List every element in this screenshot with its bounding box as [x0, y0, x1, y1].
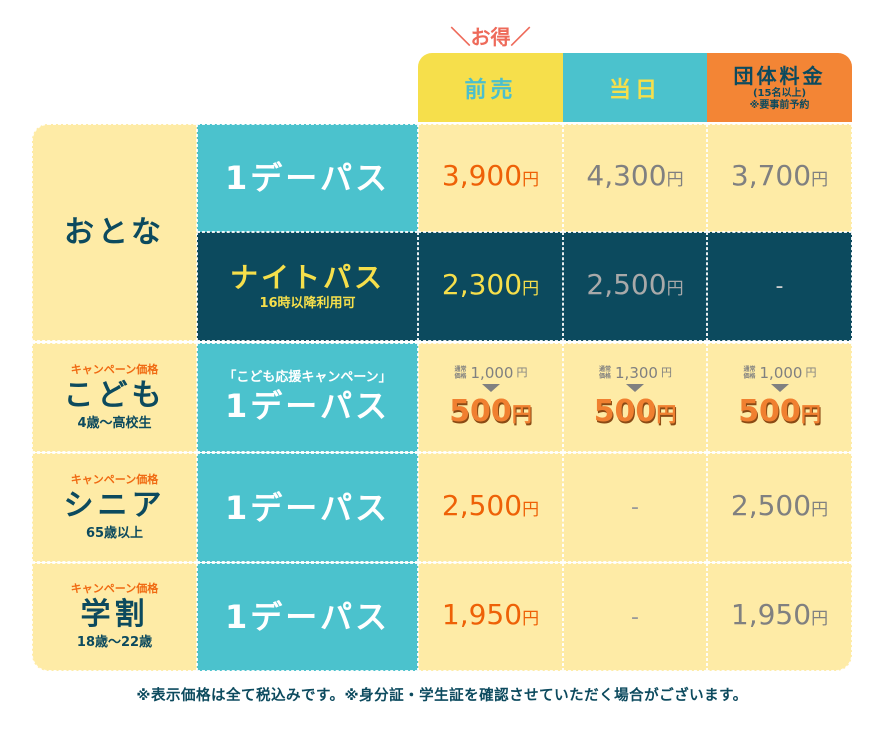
pass-label: 1デーパス [225, 159, 390, 197]
price-kids-sameday: 通常価格 1,300 円 500円 [563, 343, 707, 452]
category-senior-label: シニア [63, 487, 166, 523]
price-adult-night-group: - [707, 232, 852, 341]
pass-adult-night: ナイトパス 16時以降利用可 [197, 232, 418, 341]
campaign-price: 500 [449, 394, 512, 429]
footnote: ※表示価格は全て税込みです。※身分証・学生証を確認させていただく場合がございます… [136, 688, 748, 704]
price-value: 2,500 [441, 488, 523, 522]
header-presale-label: 前売 [464, 77, 517, 103]
regular-price-label: 通常価格 [599, 366, 612, 380]
category-student: キャンペーン価格 学割 18歳～22歳 [32, 563, 197, 671]
price-student-group: 1,950円 [707, 563, 852, 671]
price-value: 2,500 [586, 267, 667, 301]
price-value: 1,950 [730, 598, 812, 631]
night-pass-label: ナイトパス [229, 260, 385, 294]
campaign-label: キャンペーン価格 [70, 472, 159, 486]
campaign-price: 500 [593, 394, 657, 429]
category-kids: キャンペーン価格 こども 4歳～高校生 [32, 343, 197, 452]
regular-price-label: 通常価格 [743, 366, 756, 380]
price-value: - [631, 604, 639, 630]
pass-label: 1デーパス [225, 488, 390, 527]
price-kids-group: 通常価格 1,000 円 500円 [707, 343, 852, 452]
price-adult-day-presale: 3,900円 [418, 124, 563, 232]
price-adult-night-sameday: 2,500円 [563, 232, 707, 341]
regular-price: 1,000 [759, 364, 803, 382]
category-adult: おとな [32, 124, 197, 341]
price-value: 2,500 [730, 488, 812, 522]
pass-senior-day: 1デーパス [197, 453, 418, 562]
down-arrow-icon [481, 384, 500, 392]
pass-student-day: 1デーパス [197, 563, 418, 671]
price-student-presale: 1,950円 [418, 563, 563, 671]
campaign-label: キャンペーン価格 [70, 362, 159, 376]
kids-campaign-name: 「こども応援キャンペーン」 [223, 369, 392, 385]
category-student-age: 18歳～22歳 [76, 635, 153, 650]
category-adult-label: おとな [63, 214, 166, 250]
night-pass-note: 16時以降利用可 [259, 295, 356, 311]
price-senior-sameday: - [563, 453, 707, 562]
price-student-sameday: - [563, 563, 707, 671]
pass-label: 1デーパス [225, 386, 390, 425]
category-student-label: 学割 [80, 597, 149, 632]
category-kids-age: 4歳～高校生 [77, 415, 152, 431]
price-value: 2,300 [441, 267, 523, 301]
otoku-badge: ＼お得／ [450, 24, 531, 49]
price-kids-presale: 通常価格 1,000 円 500円 [418, 343, 563, 452]
header-group-reservation: ※要事前予約 [749, 99, 810, 111]
down-arrow-icon [626, 384, 644, 392]
price-adult-night-presale: 2,300円 [418, 232, 563, 341]
price-value: 3,700 [730, 159, 812, 192]
pass-adult-day: 1デーパス [197, 124, 418, 232]
price-value: - [631, 495, 639, 520]
campaign-label: キャンペーン価格 [70, 582, 159, 595]
price-senior-presale: 2,500円 [418, 453, 563, 562]
category-kids-label: こども [63, 377, 166, 413]
regular-price: 1,300 [615, 364, 658, 382]
price-value: - [775, 274, 784, 299]
regular-price: 1,000 [470, 364, 514, 382]
price-value: 4,300 [586, 159, 667, 192]
campaign-price: 500 [738, 394, 801, 429]
header-group: 団体料金 (15名以上) ※要事前予約 [707, 53, 852, 122]
price-value: 3,900 [441, 159, 523, 192]
header-group-note: (15名以上) [752, 87, 807, 99]
category-senior-age: 65歳以上 [85, 525, 144, 541]
header-presale: 前売 [418, 53, 563, 122]
header-sameday-label: 当日 [608, 77, 661, 103]
pass-kids-day: 「こども応援キャンペーン」 1デーパス [197, 343, 418, 452]
down-arrow-icon [770, 384, 789, 392]
price-adult-day-sameday: 4,300円 [563, 124, 707, 232]
price-adult-day-group: 3,700円 [707, 124, 852, 232]
header-sameday: 当日 [563, 53, 707, 122]
pass-label: 1デーパス [225, 598, 390, 636]
header-group-title: 団体料金 [733, 63, 826, 88]
regular-price-label: 通常価格 [454, 366, 467, 380]
price-value: 1,950 [441, 598, 523, 631]
price-senior-group: 2,500円 [707, 453, 852, 562]
category-senior: キャンペーン価格 シニア 65歳以上 [32, 453, 197, 562]
